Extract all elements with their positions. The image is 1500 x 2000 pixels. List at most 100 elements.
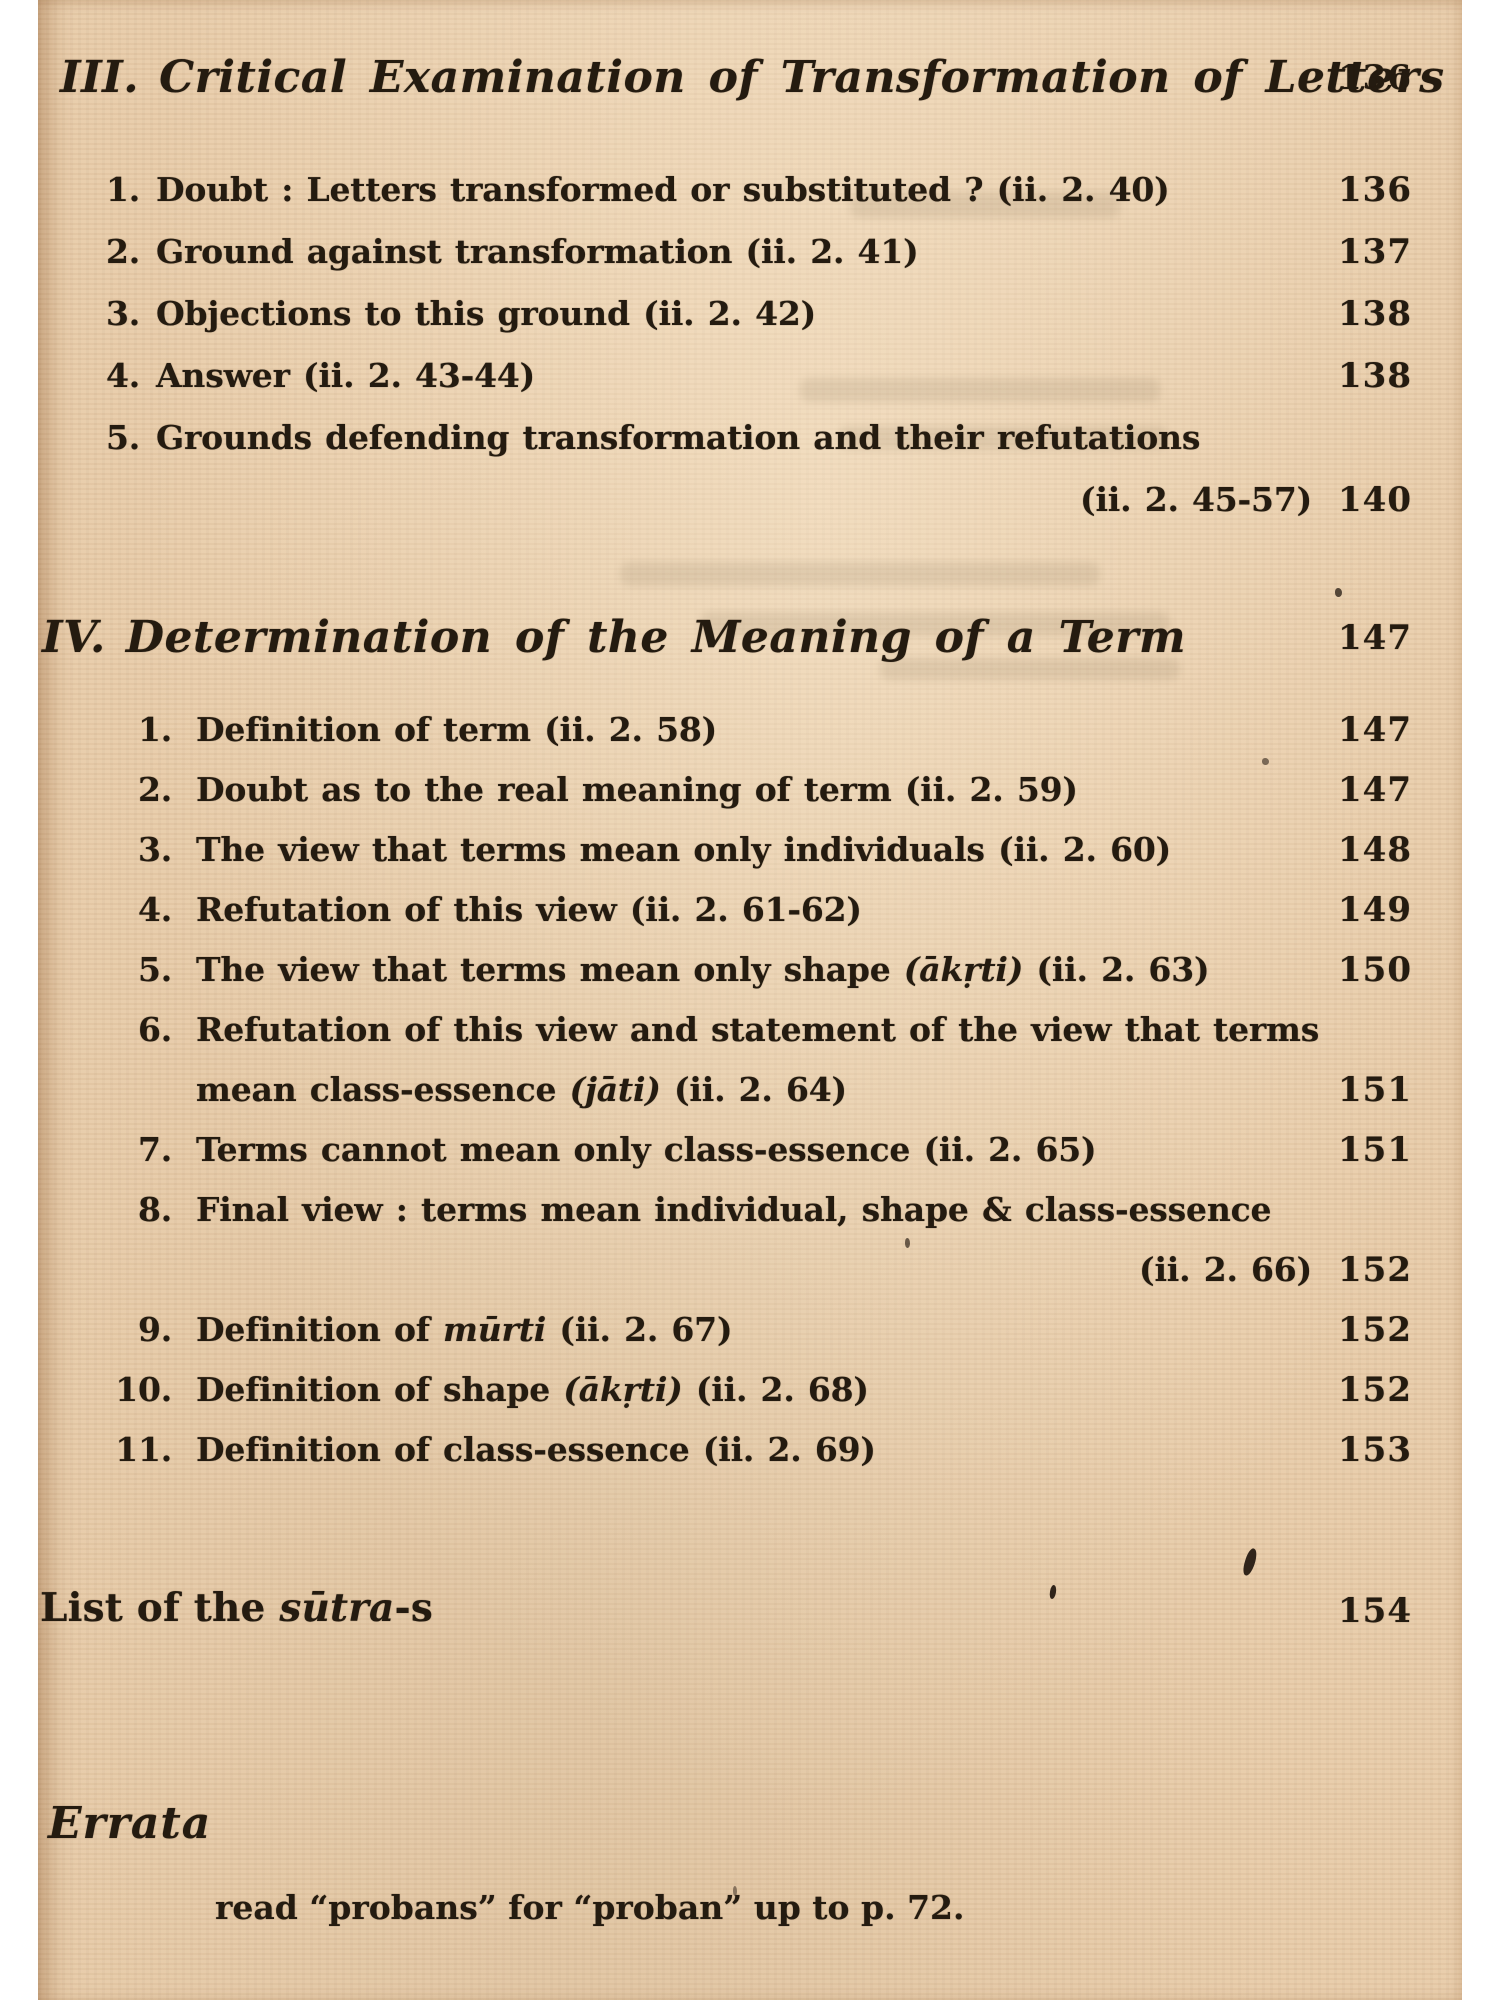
toc-section-heading: IV. Determination of the Meaning of a Ter… bbox=[38, 612, 1462, 676]
page-number: 147 bbox=[1338, 618, 1412, 658]
toc-item: 7. Terms cannot mean only class-essence (… bbox=[38, 1130, 1462, 1180]
page-number: 150 bbox=[1338, 950, 1412, 990]
item-number: 10. bbox=[115, 1370, 172, 1409]
item-text-run: Doubt : Letters transformed or substitut… bbox=[156, 170, 1170, 209]
page-number: 152 bbox=[1338, 1250, 1412, 1290]
item-text: Terms cannot mean only class-essence (ii… bbox=[196, 1130, 1097, 1169]
ink-speck bbox=[1240, 1547, 1260, 1577]
toc-item: 5. Grounds defending transformation and t… bbox=[38, 418, 1462, 468]
item-number: 9. bbox=[137, 1310, 172, 1349]
showthrough-smudge bbox=[838, 426, 1168, 450]
item-number: 5. bbox=[105, 418, 140, 457]
toc-item-continuation: (ii. 2. 45-57) 140 bbox=[38, 480, 1462, 530]
item-text: (ii. 2. 45-57) bbox=[1080, 480, 1312, 519]
page-number: 153 bbox=[1338, 1430, 1412, 1470]
list-of-sutras: List of the sūtra-s 154 bbox=[38, 1585, 1462, 1641]
showthrough-smudge bbox=[800, 378, 1160, 402]
page-number: 147 bbox=[1338, 710, 1412, 750]
item-text: Refutation of this view (ii. 2. 61-62) bbox=[196, 890, 862, 929]
toc-item: 3. The view that terms mean only individu… bbox=[38, 830, 1462, 880]
item-text: Final view : terms mean individual, shap… bbox=[196, 1190, 1272, 1229]
item-text: Definition of mūrti (ii. 2. 67) bbox=[196, 1310, 733, 1349]
page-number: 152 bbox=[1338, 1370, 1412, 1410]
toc-item: 1. Definition of term (ii. 2. 58) 147 bbox=[38, 710, 1462, 760]
item-text: Answer (ii. 2. 43-44) bbox=[156, 356, 535, 395]
toc-item: 6. Refutation of this view and statement … bbox=[38, 1010, 1462, 1060]
item-text-run: List of the bbox=[40, 1585, 280, 1631]
item-text-run: (ii. 2. 66) bbox=[1139, 1250, 1312, 1289]
item-number: 5. bbox=[137, 950, 172, 989]
page-number: 152 bbox=[1338, 1310, 1412, 1350]
page-number: 148 bbox=[1338, 830, 1412, 870]
toc-item: 2. Doubt as to the real meaning of term (… bbox=[38, 770, 1462, 820]
item-text-run: The view that terms mean only individual… bbox=[196, 830, 1172, 869]
item-text: Refutation of this view and statement of… bbox=[196, 1010, 1319, 1049]
page-number: 138 bbox=[1338, 356, 1412, 396]
showthrough-smudge bbox=[620, 562, 1100, 586]
ink-speck bbox=[905, 1238, 910, 1248]
toc-item: 3. Objections to this ground (ii. 2. 42) 1… bbox=[38, 294, 1462, 344]
item-number: 3. bbox=[137, 830, 172, 869]
page-number: 140 bbox=[1338, 480, 1412, 520]
item-text-run: (jāti) bbox=[569, 1070, 661, 1109]
toc-item: 1. Doubt : Letters transformed or substit… bbox=[38, 170, 1462, 220]
item-text: Doubt as to the real meaning of term (ii… bbox=[196, 770, 1078, 809]
page-number: 154 bbox=[1338, 1591, 1412, 1631]
ink-speck bbox=[733, 1886, 737, 1896]
item-text-run: (ii. 2. 67) bbox=[546, 1310, 733, 1349]
item-text-run: The view that terms mean only shape bbox=[196, 950, 904, 989]
item-text-run: (ii. 2. 63) bbox=[1023, 950, 1210, 989]
item-number: 2. bbox=[105, 232, 140, 271]
item-text-run: Definition of term (ii. 2. 58) bbox=[196, 710, 718, 749]
item-text-run: Terms cannot mean only class-essence (ii… bbox=[196, 1130, 1097, 1169]
item-number: 7. bbox=[137, 1130, 172, 1169]
item-text-run: Final view : terms mean individual, shap… bbox=[196, 1190, 1272, 1229]
item-number: 11. bbox=[115, 1430, 172, 1469]
item-text: Ground against transformation (ii. 2. 41… bbox=[156, 232, 919, 271]
item-text: Definition of shape (ākṛti) (ii. 2. 68) bbox=[196, 1370, 869, 1409]
errata-heading-label: Errata bbox=[48, 1798, 212, 1849]
item-text-run: Doubt as to the real meaning of term (ii… bbox=[196, 770, 1078, 809]
item-text: Grounds defending transformation and the… bbox=[156, 418, 1200, 457]
item-number: 6. bbox=[137, 1010, 172, 1049]
item-number: 3. bbox=[105, 294, 140, 333]
list-of-sutras-label: List of the sūtra-s bbox=[40, 1585, 433, 1631]
item-text-run: Grounds defending transformation and the… bbox=[156, 418, 1201, 457]
item-text-run: Definition of class-essence (ii. 2. 69) bbox=[196, 1430, 876, 1469]
page-number: 151 bbox=[1338, 1130, 1412, 1170]
item-text-run: (ii. 2. 64) bbox=[660, 1070, 847, 1109]
item-text: Definition of class-essence (ii. 2. 69) bbox=[196, 1430, 876, 1469]
item-text: The view that terms mean only individual… bbox=[196, 830, 1171, 869]
item-text-run: (ii. 2. 45-57) bbox=[1080, 480, 1312, 519]
item-text-run: (ākṛti) bbox=[903, 950, 1024, 989]
errata-line: read “probans” for “proban” up to p. 72. bbox=[38, 1888, 1462, 1938]
page-number: 136 bbox=[1338, 170, 1412, 210]
item-number: 1. bbox=[137, 710, 172, 749]
toc-item: 4. Answer (ii. 2. 43-44) 138 bbox=[38, 356, 1462, 406]
errata-line-text: read “probans” for “proban” up to p. 72. bbox=[215, 1888, 965, 1927]
page-number: 149 bbox=[1338, 890, 1412, 930]
item-text: Objections to this ground (ii. 2. 42) bbox=[156, 294, 816, 333]
item-text-run: Answer (ii. 2. 43-44) bbox=[156, 356, 536, 395]
item-text: Doubt : Letters transformed or substitut… bbox=[156, 170, 1170, 209]
toc-item: 5. The view that terms mean only shape (ā… bbox=[38, 950, 1462, 1000]
section-number: III. bbox=[60, 52, 140, 103]
errata-heading: Errata bbox=[38, 1798, 1462, 1858]
item-text-run: Refutation of this view and statement of… bbox=[196, 1010, 1320, 1049]
item-number: 4. bbox=[105, 356, 140, 395]
item-number: 8. bbox=[137, 1190, 172, 1229]
item-text-run: Ground against transformation (ii. 2. 41… bbox=[156, 232, 919, 271]
item-text-run: Objections to this ground (ii. 2. 42) bbox=[156, 294, 817, 333]
page-number: 151 bbox=[1338, 1070, 1412, 1110]
page-number: 147 bbox=[1338, 770, 1412, 810]
item-text: (ii. 2. 66) bbox=[1139, 1250, 1312, 1289]
showthrough-smudge bbox=[880, 658, 1180, 680]
toc-item: 8. Final view : terms mean individual, sh… bbox=[38, 1190, 1462, 1240]
item-text-run: mean class-essence bbox=[196, 1070, 570, 1109]
ink-speck bbox=[1335, 588, 1342, 597]
toc-item-continuation: mean class-essence (jāti) (ii. 2. 64) 151 bbox=[38, 1070, 1462, 1120]
item-text: Definition of term (ii. 2. 58) bbox=[196, 710, 717, 749]
item-text-run: Definition of shape bbox=[196, 1370, 564, 1409]
showthrough-smudge bbox=[850, 192, 1120, 218]
